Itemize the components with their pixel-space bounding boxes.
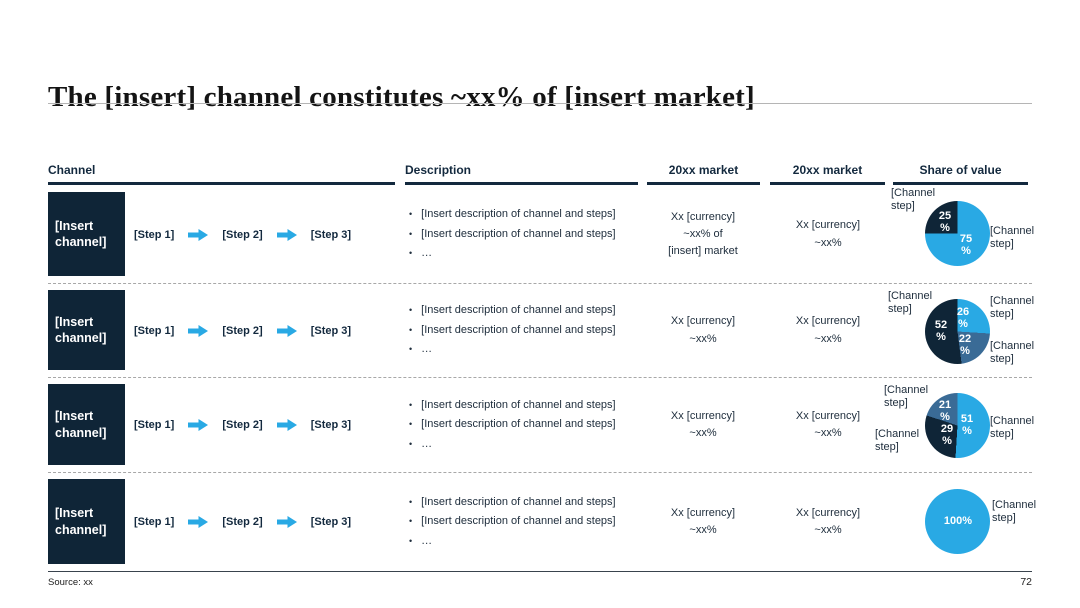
channel-step-label: [Channel step] [990,340,1035,366]
step-label: [Step 2] [222,516,263,528]
description-list: [Insert description of channel and steps… [405,378,661,472]
market2-value: Xx [currency] ~xx% [795,409,861,439]
channel-box: [Insert channel] [48,290,125,370]
column-header-description: Description [405,158,638,185]
page-title: The [insert] channel constitutes ~xx% of… [48,81,755,114]
title-divider [48,103,1032,104]
pie-percent-label: 100% [943,514,973,527]
channel-step-label: [Channel step] [891,187,936,213]
channel-steps: [Step 1] [Step 2] [Step 3] [134,473,351,571]
step-label: [Step 2] [222,419,263,431]
step-label: [Step 1] [134,324,175,337]
arrow-right-icon [188,419,209,431]
description-bullet: … [405,532,661,552]
description-bullet: [Insert description of channel and steps… [405,321,661,341]
market1-value: Xx [currency] ~xx% [670,409,736,439]
arrow-right-icon [276,516,297,528]
description-bullet: … [405,244,661,264]
pie-percent-label: 22 % [958,332,972,357]
pie-chart [925,299,990,364]
table-row: [Insert channel] [Step 1] [Step 2] [Step… [48,472,1036,571]
pie-percent-label: 52 % [934,318,948,343]
pie-percent-label: 29 % [940,422,954,447]
step-label: [Step 1] [134,516,175,528]
channel-step-label: [Channel step] [875,428,920,454]
channel-step-label: [Channel step] [990,295,1035,321]
channel-box: [Insert channel] [48,192,125,276]
pie-percent-label: 21 % [938,398,952,423]
column-header-market1: 20xx market [647,158,760,185]
pie-chart [925,489,990,554]
pie-chart [925,393,990,458]
share-of-value-cell: 100% [Channel step] [868,473,1036,571]
description-bullet: [Insert description of channel and steps… [405,225,661,245]
channel-step-label: [Channel step] [990,415,1035,441]
market2-value: Xx [currency] ~xx% [795,315,861,345]
description-bullet: [Insert description of channel and steps… [405,493,661,513]
footer-divider [48,571,1032,572]
market2-value: Xx [currency] ~xx% [795,506,861,536]
market1-value: Xx [currency] ~xx% [670,506,736,536]
market1-value: Xx [currency] ~xx% [670,315,736,345]
arrow-right-icon [276,228,297,241]
pie-chart [925,201,990,266]
step-label: [Step 2] [222,324,263,337]
step-label: [Step 3] [310,324,352,337]
arrow-right-icon [276,419,297,431]
step-label: [Step 1] [134,419,175,431]
step-label: [Step 3] [310,228,352,241]
pie-percent-label: 75 % [959,232,973,257]
description-bullet: [Insert description of channel and steps… [405,205,661,225]
description-list: [Insert description of channel and steps… [405,473,661,571]
channel-step-label: [Channel step] [888,290,933,316]
step-label: [Step 3] [310,419,352,431]
share-of-value-cell: [Channel step] [Channel step] 21 % 29 % … [868,378,1034,472]
pie-percent-label: 26 % [956,305,970,330]
description-bullet: [Insert description of channel and steps… [405,396,661,416]
channel-step-label: [Channel step] [992,499,1037,525]
table-row: [Insert channel] [Step 1] [Step 2] [Step… [48,283,1034,377]
description-bullet: [Insert description of channel and steps… [405,415,661,435]
channel-step-label: [Channel step] [884,384,929,410]
channel-box: [Insert channel] [48,479,125,564]
channel-step-label: [Channel step] [990,225,1035,251]
page-number: 72 [1020,576,1032,588]
description-list: [Insert description of channel and steps… [405,284,661,377]
channel-steps: [Step 1] [Step 2] [Step 3] [134,186,351,283]
column-header-channel: Channel [48,158,395,185]
step-label: [Step 2] [222,228,263,241]
column-header-market2: 20xx market [770,158,885,185]
market1-value: Xx [currency] ~xx% of [insert] market [668,210,738,258]
step-label: [Step 1] [134,228,175,241]
pie-percent-label: 25 % [938,209,952,234]
description-list: [Insert description of channel and steps… [405,186,661,283]
pie-percent-label: 51 % [960,412,974,437]
description-bullet: … [405,340,661,360]
source-note: Source: xx [48,577,93,588]
share-of-value-cell: [Channel step] 26 % 22 % 52 % [Channel s… [868,284,1034,377]
table-row: [Insert channel] [Step 1] [Step 2] [Step… [48,377,1034,472]
channel-steps: [Step 1] [Step 2] [Step 3] [134,284,351,377]
market2-value: Xx [currency] ~xx% [795,219,861,249]
share-of-value-cell: [Channel step] 25 % 75 % [Channel step] [868,186,1034,283]
description-bullet: [Insert description of channel and steps… [405,301,661,321]
column-header-share-of-value: Share of value [893,158,1028,185]
description-bullet: … [405,435,661,455]
step-label: [Step 3] [310,516,352,528]
table-row: [Insert channel] [Step 1] [Step 2] [Step… [48,186,1034,283]
arrow-right-icon [188,516,209,528]
arrow-right-icon [276,324,297,337]
channel-steps: [Step 1] [Step 2] [Step 3] [134,378,351,472]
description-bullet: [Insert description of channel and steps… [405,512,661,532]
arrow-right-icon [188,228,209,241]
channel-box: [Insert channel] [48,384,125,465]
arrow-right-icon [188,324,209,337]
